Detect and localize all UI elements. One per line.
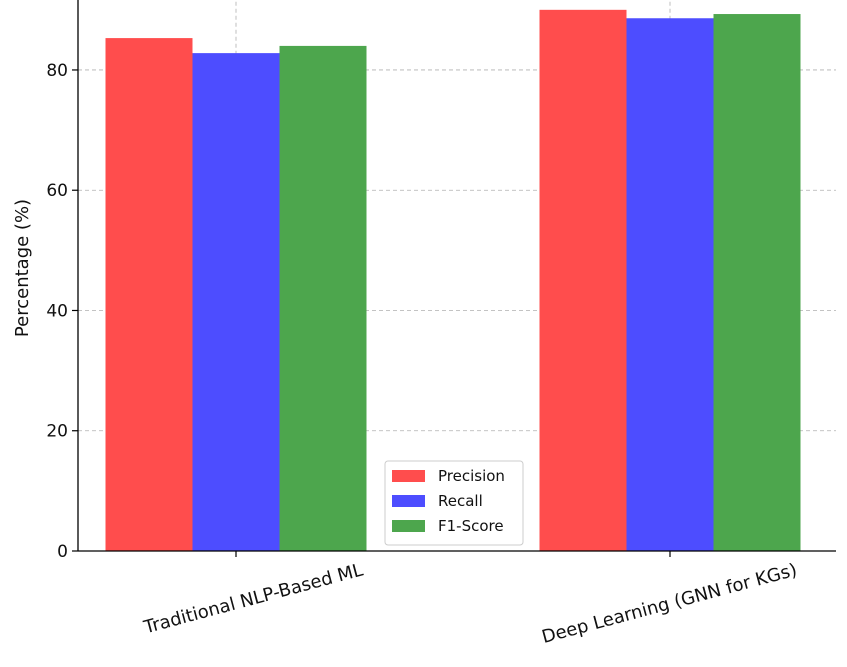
bar-recall [192,53,280,552]
y-tick-label: 60 [46,181,68,201]
legend: Precision Recall F1-Score [384,460,524,546]
bars [105,9,801,552]
x-tick-label: Deep Learning (GNN for KGs) [540,560,800,648]
legend-swatch-f1-score [392,520,425,532]
bar-f1-score [279,45,367,552]
bar-recall [626,18,714,552]
x-ticks: Traditional NLP-Based ML Deep Learning (G… [141,551,800,648]
legend-swatch-recall [392,495,425,507]
bar-precision [539,9,627,551]
bar-f1-score [713,14,801,551]
legend-label: F1-Score [438,517,504,535]
legend-swatch-precision [392,470,425,482]
bar-precision [105,38,193,551]
legend-label: Precision [438,467,505,485]
y-ticks: 0 20 40 60 80 [46,61,78,562]
y-axis-title: Percentage (%) [12,199,33,337]
legend-label: Recall [438,492,483,510]
y-tick-label: 40 [46,301,68,321]
y-tick-label: 20 [46,422,68,442]
y-tick-label: 80 [46,61,68,81]
y-tick-label: 0 [57,542,68,562]
axes [77,0,836,552]
x-tick-label: Traditional NLP-Based ML [141,560,366,639]
